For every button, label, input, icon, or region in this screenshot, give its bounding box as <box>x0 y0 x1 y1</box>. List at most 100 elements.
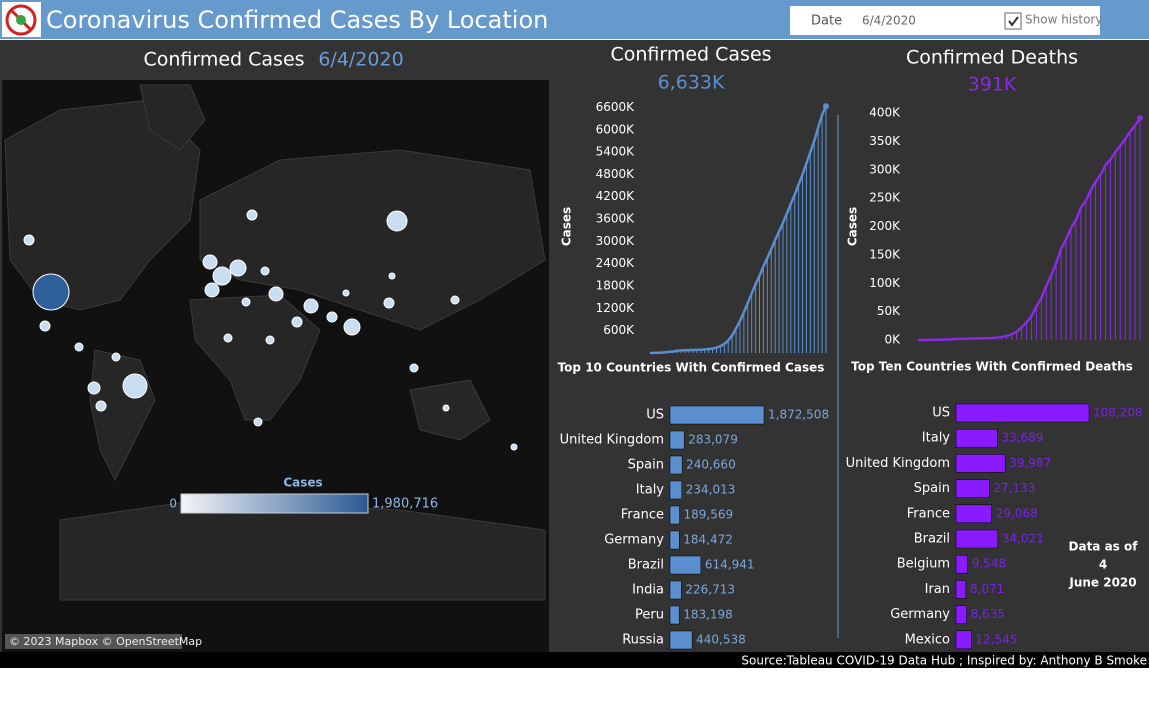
bar <box>955 605 967 624</box>
y-tick-label: 1200K <box>596 301 636 315</box>
category-label: Russia <box>622 633 664 648</box>
chart-title: Top Ten Countries With Confirmed Deaths <box>851 360 1133 374</box>
value-label: 283,079 <box>688 433 738 447</box>
map-title: Confirmed Cases <box>143 49 304 71</box>
y-axis-label: Cases <box>846 207 860 246</box>
checkbox-label[interactable]: Show history <box>1025 13 1102 27</box>
date-filter[interactable] <box>790 6 1100 35</box>
value-label: 614,941 <box>705 558 755 572</box>
chart-title: Top 10 Countries With Confirmed Cases <box>558 361 825 375</box>
y-tick-label: 250K <box>869 191 901 205</box>
bar <box>955 554 968 574</box>
bar <box>669 630 693 650</box>
value-label: 27,133 <box>993 481 1035 495</box>
legend-title: Cases <box>283 476 322 490</box>
value-label: 1,872,508 <box>768 408 829 422</box>
bar <box>955 529 999 549</box>
y-tick-label: 600K <box>603 323 635 337</box>
note-line: June 2020 <box>1068 576 1136 590</box>
value-label: 29,068 <box>996 506 1038 520</box>
category-label: Peru <box>635 608 664 623</box>
category-label: United Kingdom <box>846 456 950 471</box>
end-dot <box>823 103 829 110</box>
chart-total: 391K <box>968 74 1017 96</box>
bar <box>669 555 702 575</box>
category-label: Brazil <box>914 532 950 547</box>
category-label: Germany <box>604 533 664 548</box>
bar <box>955 504 992 524</box>
value-label: 184,472 <box>683 533 733 547</box>
category-label: India <box>632 583 664 598</box>
legend-gradient <box>180 493 369 514</box>
bar <box>669 480 682 500</box>
y-tick-label: 200K <box>869 219 901 233</box>
category-label: Belgium <box>897 557 950 572</box>
end-dot <box>1137 115 1143 122</box>
note-line: 4 <box>1099 558 1107 572</box>
y-tick-label: 100K <box>869 276 901 290</box>
checkbox[interactable] <box>1004 12 1022 30</box>
category-label: Iran <box>925 582 950 597</box>
y-tick-label: 50K <box>877 304 901 318</box>
y-tick-label: 4800K <box>596 167 636 181</box>
y-tick-label: 300K <box>869 162 901 176</box>
y-tick-label: 400K <box>869 106 901 120</box>
chart-title: Confirmed Deaths <box>906 47 1078 69</box>
y-tick-label: 350K <box>869 134 901 148</box>
y-tick-label: 5400K <box>596 145 636 159</box>
map-date: 6/4/2020 <box>318 49 403 71</box>
value-label: 12,545 <box>975 632 1017 646</box>
filter-value[interactable]: 6/4/2020 <box>862 14 916 28</box>
bar <box>955 454 1006 473</box>
category-label: Germany <box>890 607 950 622</box>
value-label: 34,021 <box>1002 532 1044 546</box>
bar <box>669 605 680 625</box>
bar <box>955 479 990 498</box>
value-label: 8,071 <box>970 582 1004 596</box>
y-tick-label: 1800K <box>596 279 636 293</box>
value-label: 440,538 <box>696 633 746 647</box>
value-label: 9,548 <box>972 557 1006 571</box>
value-label: 189,569 <box>684 508 734 522</box>
category-label: Spain <box>628 458 664 473</box>
y-axis-label: Cases <box>560 207 574 246</box>
chart-total: 6,633K <box>658 72 725 94</box>
logo-virus <box>16 15 26 25</box>
value-label: 39,987 <box>1009 456 1051 470</box>
category-label: US <box>646 408 664 423</box>
category-label: Mexico <box>905 632 950 647</box>
check-mark <box>1008 16 1019 27</box>
y-tick-label: 2400K <box>596 256 636 270</box>
logo <box>5 4 37 36</box>
value-label: 183,198 <box>683 608 733 622</box>
bar <box>955 428 998 448</box>
category-label: Spain <box>914 481 950 496</box>
bar <box>669 455 683 475</box>
y-tick-label: 3000K <box>596 234 636 248</box>
bar <box>955 403 1090 423</box>
category-label: United Kingdom <box>560 433 664 448</box>
attribution-bg <box>5 634 182 649</box>
value-label: 234,013 <box>686 483 736 497</box>
bar <box>669 580 682 600</box>
bar <box>669 405 765 425</box>
bar <box>669 430 685 450</box>
y-tick-label: 6600K <box>596 100 636 114</box>
value-label: 240,660 <box>686 458 736 472</box>
chart-title: Confirmed Cases <box>610 44 771 66</box>
filter-label: Date <box>811 14 842 29</box>
legend-max: 1,980,716 <box>372 497 438 512</box>
bar <box>669 530 680 550</box>
trend-line <box>649 105 828 355</box>
value-label: 33,689 <box>1001 431 1043 445</box>
y-tick-label: 0K <box>884 333 901 347</box>
map-bubbles <box>23 209 518 451</box>
y-tick-label: 3600K <box>596 212 636 226</box>
bar <box>669 505 680 525</box>
bar <box>955 580 967 599</box>
page-title: Coronavirus Confirmed Cases By Location <box>46 6 548 34</box>
y-tick-label: 150K <box>869 247 901 261</box>
y-tick-label: 4200K <box>596 189 636 203</box>
category-label: Brazil <box>628 558 664 573</box>
